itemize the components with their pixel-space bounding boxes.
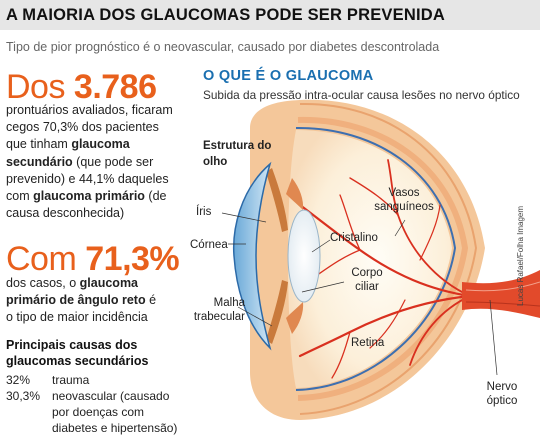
stat2-heading: Com 71,3% xyxy=(6,240,180,278)
retina-line xyxy=(295,126,457,391)
stat1-text: prontuários avaliados, ficaram cegos 70,… xyxy=(6,102,174,222)
label-cristalino: Cristalino xyxy=(330,232,378,244)
iris xyxy=(266,168,288,344)
label-corpo-ciliar: Corpo ciliar xyxy=(351,267,383,293)
label-nervo: Nervo óptico xyxy=(486,381,518,407)
diagram-title: O QUE É O GLAUCOMA xyxy=(203,68,374,84)
stat2-bold-a: glaucoma primário de ângulo reto xyxy=(6,276,146,308)
headline-bar xyxy=(0,0,540,30)
stat2-text: dos casos, o glaucoma primário de ângulo… xyxy=(6,275,166,327)
vitreous xyxy=(288,130,452,388)
subheadline: Tipo de pior prognóstico é o neovascular… xyxy=(6,40,440,54)
stat1-text-b: (que pode ser prevenido) e 44,1% daquele… xyxy=(6,154,169,204)
cause-2-percent: 30,3% xyxy=(6,389,41,403)
stat1-bold-b: glaucoma primário xyxy=(33,189,145,204)
stat1-text-a: prontuários avaliados, ficaram cegos 70,… xyxy=(6,103,173,152)
stat1-text-c: (de causa desconhecida) xyxy=(6,189,167,221)
cause-2-label: neovascular (causado por doenças com dia… xyxy=(52,389,178,436)
stat1-number: 3.786 xyxy=(73,68,157,106)
lens xyxy=(287,209,321,303)
photo-credit: Lucas Rafael/Folha Imagem xyxy=(516,205,525,306)
label-vasos: Vasos sanguíneos xyxy=(374,187,434,213)
stat1-heading: Dos 3.786 xyxy=(6,70,157,104)
leader-lines xyxy=(221,212,498,376)
stat1-prefix: Dos xyxy=(6,68,65,106)
ciliary-body xyxy=(286,178,304,334)
stat2-prefix: Com xyxy=(6,240,77,278)
cause-1-label: trauma xyxy=(52,373,90,387)
label-retina: Retina xyxy=(351,337,385,349)
causes-title: Principais causas dos glaucomas secundár… xyxy=(6,338,149,368)
cornea xyxy=(232,161,272,351)
headline: A MAIORIA DOS GLAUCOMAS PODE SER PREVENI… xyxy=(6,6,445,24)
label-malha: Malha trabecular xyxy=(193,297,245,323)
optic-nerve xyxy=(462,270,540,318)
diagram-subtitle: Subida da pressão intra-ocular causa les… xyxy=(203,88,520,102)
cause-1-percent: 32% xyxy=(6,373,31,387)
stat2-number: 71,3% xyxy=(85,240,180,278)
stat2-text-a: dos casos, o xyxy=(6,276,80,290)
stat1-bold-a: glaucoma secundário xyxy=(6,137,130,169)
label-iris: Íris xyxy=(196,206,212,218)
label-cornea: Córnea xyxy=(190,239,228,251)
stat2-text-b: é o tipo de maior incidência xyxy=(6,293,157,325)
label-estrutura: Estrutura do olho xyxy=(203,140,272,168)
choroid xyxy=(297,116,469,401)
